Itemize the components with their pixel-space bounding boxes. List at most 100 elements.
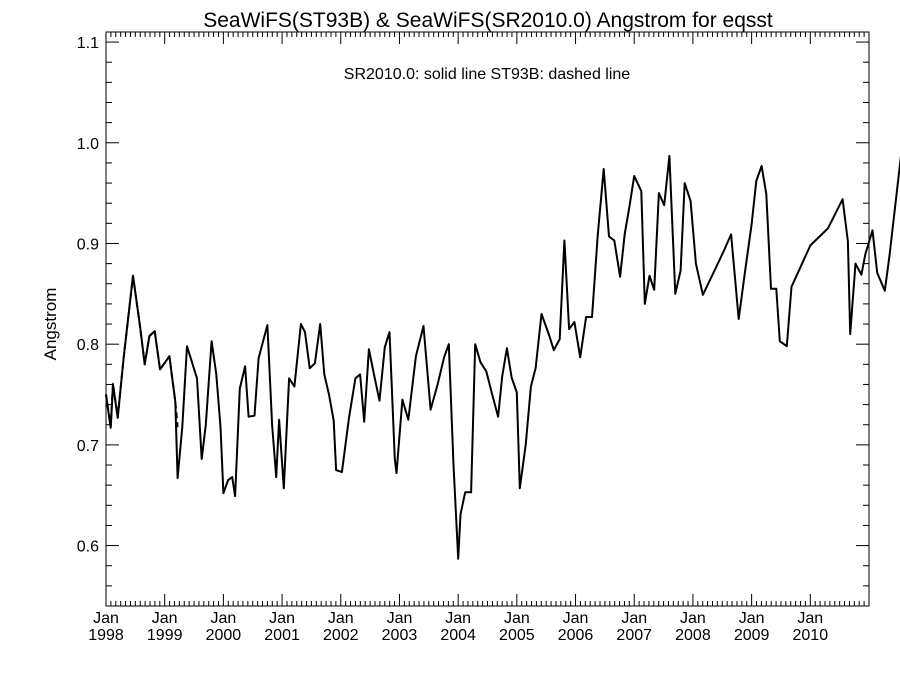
data-point bbox=[712, 272, 715, 274]
data-point bbox=[876, 272, 878, 274]
data-point bbox=[422, 325, 425, 327]
data-point bbox=[112, 382, 114, 384]
data-point bbox=[333, 420, 335, 422]
x-tick-year-label: 2002 bbox=[323, 627, 359, 644]
data-point bbox=[275, 476, 277, 478]
data-point bbox=[506, 347, 508, 349]
data-point bbox=[884, 290, 886, 292]
x-tick-month-label: Jan bbox=[210, 610, 236, 627]
data-point bbox=[860, 274, 863, 276]
data-point bbox=[624, 232, 626, 234]
x-tick-year-label: 2004 bbox=[440, 627, 476, 644]
data-point bbox=[384, 346, 386, 348]
data-point bbox=[348, 417, 350, 419]
data-point bbox=[354, 377, 356, 379]
data-point bbox=[266, 324, 268, 326]
y-tick-label: 1.1 bbox=[77, 35, 99, 52]
data-point bbox=[695, 263, 697, 265]
data-point bbox=[239, 387, 241, 390]
data-point bbox=[540, 313, 543, 315]
data-point bbox=[559, 338, 561, 340]
data-point bbox=[809, 244, 811, 247]
data-point bbox=[271, 424, 273, 426]
data-point bbox=[474, 343, 476, 345]
data-point bbox=[323, 373, 325, 375]
data-point bbox=[319, 323, 321, 325]
data-point bbox=[443, 356, 445, 358]
data-point bbox=[619, 276, 621, 278]
x-tick-month-label: Jan bbox=[739, 610, 765, 627]
data-point bbox=[786, 345, 788, 347]
data-point bbox=[196, 377, 198, 379]
data-point bbox=[790, 286, 793, 288]
data-point bbox=[374, 377, 376, 379]
data-point bbox=[452, 464, 455, 466]
y-axis: 0.6 0.7 0.8 0.9 1.0 1.1 bbox=[77, 35, 869, 607]
data-point bbox=[644, 303, 646, 305]
data-point bbox=[854, 263, 857, 265]
data-point bbox=[132, 275, 134, 277]
data-point bbox=[827, 227, 829, 229]
series-line-st93b bbox=[105, 274, 179, 428]
data-point bbox=[603, 168, 605, 170]
x-tick-year-label: 2003 bbox=[382, 627, 418, 644]
data-point bbox=[579, 356, 581, 358]
data-point bbox=[871, 229, 874, 231]
data-point bbox=[684, 182, 686, 184]
data-point bbox=[548, 334, 550, 336]
data-point bbox=[690, 200, 692, 202]
data-point bbox=[459, 513, 462, 516]
data-point bbox=[648, 275, 651, 277]
data-point bbox=[658, 192, 660, 194]
data-point bbox=[309, 367, 311, 369]
data-point bbox=[388, 331, 391, 333]
data-point bbox=[491, 393, 493, 396]
data-point bbox=[288, 377, 290, 379]
data-point bbox=[702, 294, 704, 296]
y-tick-label: 0.8 bbox=[77, 337, 99, 354]
x-tick-year-label: 2009 bbox=[734, 627, 770, 644]
x-tick-year-label: 2010 bbox=[793, 627, 829, 644]
data-point bbox=[395, 472, 398, 474]
data-point bbox=[335, 469, 337, 471]
data-point bbox=[613, 239, 615, 242]
data-point bbox=[148, 335, 150, 337]
data-point bbox=[314, 362, 316, 364]
data-point bbox=[849, 333, 851, 335]
x-tick-month-label: Jan bbox=[797, 610, 823, 627]
x-tick-year-label: 2000 bbox=[206, 627, 242, 644]
data-point bbox=[304, 331, 306, 333]
line-style-annotation: SR2010.0: solid line ST93B: dashed line bbox=[344, 66, 631, 83]
data-point bbox=[448, 343, 450, 345]
data-point bbox=[457, 558, 459, 560]
x-tick-year-label: 2008 bbox=[675, 627, 711, 644]
data-point bbox=[775, 288, 777, 290]
data-point bbox=[755, 180, 757, 182]
series-line-sr2010-0 bbox=[105, 154, 900, 560]
x-tick-year-label: 1998 bbox=[88, 627, 124, 644]
data-point bbox=[110, 426, 112, 428]
x-tick-month-label: Jan bbox=[504, 610, 530, 627]
data-point bbox=[553, 349, 555, 351]
data-point bbox=[516, 391, 518, 394]
data-point bbox=[640, 190, 642, 192]
data-point bbox=[761, 165, 763, 167]
data-point bbox=[222, 492, 224, 494]
data-point bbox=[159, 368, 161, 370]
data-point bbox=[430, 409, 432, 411]
data-point bbox=[470, 491, 472, 493]
data-point bbox=[205, 424, 207, 426]
data-point bbox=[123, 357, 125, 359]
data-point bbox=[847, 240, 849, 243]
data-point bbox=[591, 316, 593, 318]
x-tick-year-label: 2007 bbox=[616, 627, 652, 644]
data-point bbox=[663, 204, 665, 206]
x-tick-year-label: 2005 bbox=[499, 627, 535, 644]
data-point bbox=[464, 491, 466, 493]
data-point bbox=[779, 340, 781, 342]
x-tick-month-label: Jan bbox=[328, 610, 354, 627]
x-tick-year-label: 2001 bbox=[264, 627, 300, 644]
data-point bbox=[653, 289, 655, 291]
data-point bbox=[181, 426, 183, 428]
y-tick-label: 0.7 bbox=[77, 438, 99, 455]
